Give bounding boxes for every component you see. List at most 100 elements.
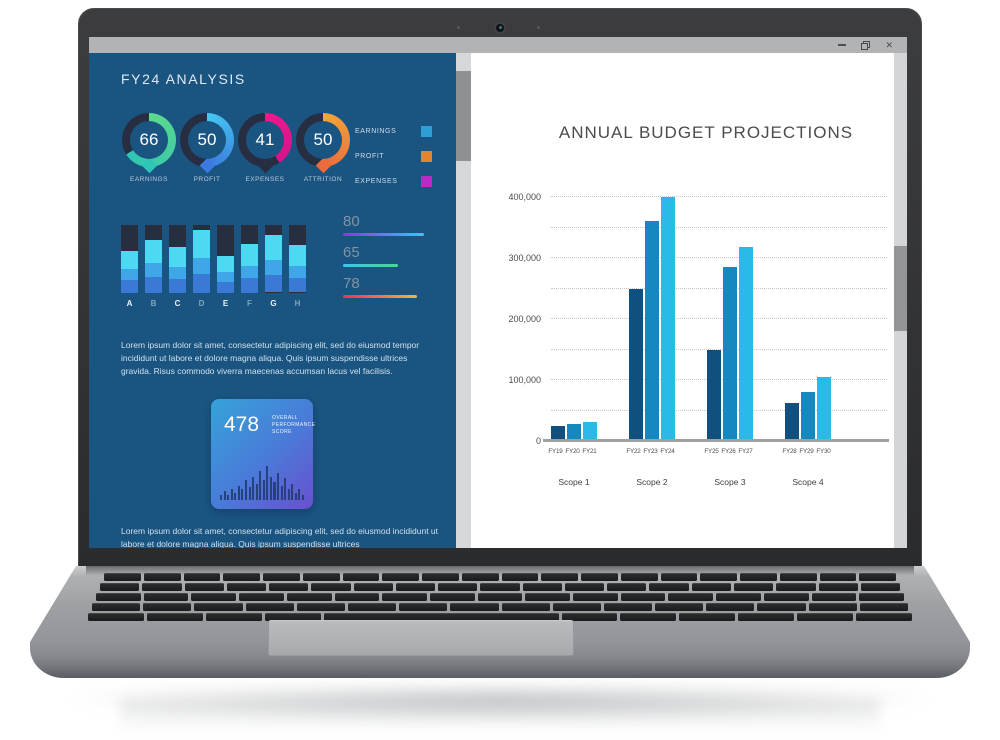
right-scrollbar-thumb[interactable] — [894, 246, 907, 331]
donut-tip-icon — [199, 157, 215, 174]
histogram-bar — [230, 489, 233, 500]
x-axis-tick: FY20 — [565, 448, 580, 455]
minimize-icon[interactable] — [838, 44, 847, 46]
keyboard-key — [334, 593, 380, 601]
keyboard-key — [429, 593, 475, 601]
stacked-bar-label: A — [126, 299, 133, 308]
keyboard-key — [191, 593, 237, 601]
donut-expenses: 41 EXPENSES — [238, 113, 292, 183]
metric-gauge — [343, 264, 398, 267]
score-value: 478 — [224, 413, 260, 436]
stacked-bar-label: H — [294, 299, 301, 308]
histogram-bar — [291, 484, 294, 500]
donut-attrition: 50 ATTRITION — [296, 113, 350, 183]
keyboard-key — [757, 603, 806, 611]
right-scrollbar[interactable] — [894, 53, 907, 548]
close-icon[interactable]: ✕ — [885, 39, 893, 50]
metric-value: 65 — [343, 244, 360, 261]
gridline — [551, 348, 887, 350]
keyboard-key — [856, 613, 913, 621]
legend-label: EARNINGS — [355, 128, 397, 135]
donut-tip-icon — [141, 157, 157, 174]
keyboard-key — [733, 583, 774, 591]
legend-item: EARNINGS — [355, 125, 432, 138]
histogram-bar — [301, 495, 304, 500]
keyboard-key — [342, 573, 380, 581]
keyboard-key — [573, 593, 618, 601]
stacked-bar — [289, 225, 306, 293]
keyboard-key — [797, 613, 854, 621]
donut-label: ATTRITION — [303, 176, 343, 183]
bar-fy27 — [739, 247, 753, 441]
histogram-bar — [266, 466, 269, 500]
keyboard-row — [92, 603, 908, 611]
keyboard — [0, 573, 1000, 623]
stacked-bar — [145, 225, 162, 293]
histogram-bar — [280, 486, 283, 500]
histogram-bar — [255, 484, 258, 500]
keyboard-key — [859, 593, 904, 601]
histogram-bar — [273, 482, 276, 500]
donut-tip-icon — [257, 157, 273, 174]
keyboard-row — [88, 613, 913, 621]
stacked-bar-label: G — [270, 299, 277, 308]
donut-row: 66 EARNINGS 50 PROFIT 41 EXPENSES 50 ATTRITION — [122, 113, 350, 183]
y-axis-tick: 300,000 — [508, 253, 541, 263]
legend-swatch-icon — [421, 126, 432, 137]
y-axis-tick: 200,000 — [508, 314, 541, 324]
bar-fy29 — [801, 392, 815, 441]
keyboard-key — [819, 573, 857, 581]
left-scrollbar-thumb[interactable] — [456, 71, 471, 161]
webcam-icon — [494, 22, 506, 34]
mic-dot-icon — [457, 26, 460, 29]
keyboard-key — [620, 613, 677, 621]
keyboard-key — [347, 603, 397, 611]
keyboard-key — [146, 613, 203, 621]
scope-label: Scope 1 — [558, 477, 590, 487]
keyboard-key — [88, 613, 144, 621]
restore-icon[interactable] — [861, 40, 871, 50]
histogram-bar — [252, 477, 255, 500]
histogram-bar — [220, 495, 223, 500]
keyboard-key — [501, 603, 550, 611]
keyboard-key — [395, 583, 436, 591]
keyboard-key — [239, 593, 284, 601]
keyboard-key — [183, 573, 221, 581]
donut-tip-icon — [315, 157, 331, 174]
keyboard-key — [522, 583, 562, 591]
keyboard-key — [223, 573, 260, 581]
keyboard-key — [581, 573, 618, 581]
camera-led-icon — [537, 26, 540, 29]
keyboard-row — [100, 583, 901, 591]
keyboard-key — [143, 573, 181, 581]
stacked-bar-label: C — [174, 299, 181, 308]
histogram-bar — [277, 473, 280, 500]
keyboard-key — [143, 603, 192, 611]
stacked-bar — [217, 225, 234, 293]
metric-item: 65 — [343, 244, 427, 267]
donut-value: 66 — [139, 130, 159, 149]
donut-value: 41 — [255, 130, 275, 149]
keyboard-key — [438, 583, 478, 591]
bar-fy19 — [551, 425, 565, 441]
bar-fy26 — [723, 267, 737, 441]
keyboard-key — [422, 573, 459, 581]
bar-fy20 — [567, 423, 581, 441]
bar-fy25 — [707, 349, 721, 441]
keyboard-key — [205, 613, 262, 621]
keyboard-key — [302, 573, 340, 581]
left-scrollbar[interactable] — [456, 53, 471, 548]
legend-swatch-icon — [421, 176, 432, 187]
panel-title: FY24 ANALYSIS — [121, 71, 246, 87]
bar-fy28 — [785, 403, 799, 441]
stacked-bar — [169, 225, 186, 293]
gridline — [551, 196, 887, 197]
keyboard-key — [480, 583, 520, 591]
keyboard-key — [808, 603, 857, 611]
paragraph-1: Lorem ipsum dolor sit amet, consectetur … — [121, 340, 420, 376]
scope-label: Scope 4 — [792, 477, 824, 487]
histogram-bar — [298, 489, 301, 500]
keyboard-key — [679, 613, 736, 621]
keyboard-key — [382, 573, 419, 581]
